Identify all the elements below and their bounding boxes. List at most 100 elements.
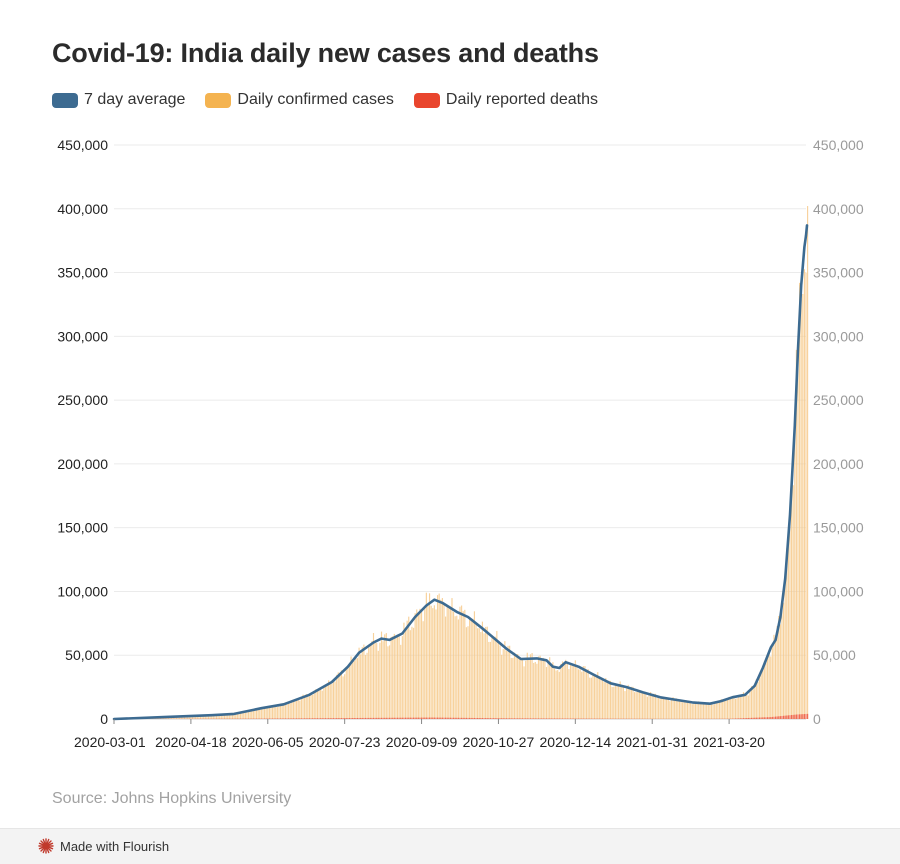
daily-cases-bar (592, 674, 593, 719)
daily-cases-bar (629, 689, 630, 719)
daily-cases-bar (315, 689, 316, 719)
daily-deaths-bar (290, 718, 291, 719)
daily-cases-bar (767, 655, 768, 719)
x-tick-label: 2020-06-05 (232, 734, 304, 750)
daily-deaths-bar (523, 718, 524, 719)
daily-deaths-bar (551, 718, 552, 719)
daily-cases-bar (685, 700, 686, 719)
daily-cases-bar (615, 684, 616, 719)
daily-deaths-bar (301, 718, 302, 719)
daily-cases-bar (459, 607, 460, 719)
daily-cases-bar (243, 712, 244, 719)
daily-cases-bar (338, 672, 339, 719)
daily-cases-bar (591, 678, 592, 719)
daily-cases-bar (668, 699, 669, 719)
daily-cases-bar (256, 710, 257, 719)
daily-deaths-bar (427, 718, 428, 719)
daily-cases-bar (640, 690, 641, 719)
y-tick-label-left: 300,000 (57, 328, 108, 344)
daily-cases-bar (572, 665, 573, 719)
y-tick-label-left: 450,000 (57, 137, 108, 153)
daily-cases-bar (423, 621, 424, 719)
y-tick-label-right: 200,000 (813, 456, 864, 472)
daily-cases-bar (378, 651, 379, 719)
daily-cases-bar (653, 694, 654, 719)
daily-cases-bar (528, 660, 529, 719)
daily-deaths-bar (405, 718, 406, 719)
daily-deaths-bar (399, 718, 400, 719)
daily-cases-bar (584, 666, 585, 719)
daily-cases-bar (559, 672, 560, 719)
daily-cases-bar (647, 697, 648, 719)
daily-cases-bar (789, 509, 790, 719)
daily-cases-bar (269, 706, 270, 719)
daily-cases-bar (314, 691, 315, 719)
daily-cases-bar (357, 658, 358, 719)
daily-cases-bar (487, 627, 488, 719)
daily-deaths-bar (527, 718, 528, 719)
daily-cases-bar (613, 687, 614, 719)
daily-cases-bar (580, 669, 581, 719)
daily-deaths-bar (328, 718, 329, 719)
daily-deaths-bar (352, 718, 353, 719)
daily-cases-bar (509, 646, 510, 719)
daily-cases-bar (567, 662, 568, 719)
daily-cases-bar (342, 676, 343, 719)
daily-cases-bar (301, 698, 302, 719)
daily-cases-bar (312, 695, 313, 719)
daily-deaths-bar (355, 718, 356, 719)
daily-deaths-bar (764, 717, 765, 719)
daily-cases-bar (549, 657, 550, 719)
daily-cases-bar (607, 683, 608, 719)
daily-deaths-bar (437, 718, 438, 719)
daily-cases-bar (451, 598, 452, 719)
y-tick-label-right: 150,000 (813, 520, 864, 536)
daily-cases-bar (371, 641, 372, 719)
daily-cases-bar (748, 695, 749, 719)
daily-deaths-bar (336, 718, 337, 719)
daily-cases-bar (405, 631, 406, 719)
daily-cases-bar (384, 634, 385, 719)
daily-cases-bar (648, 695, 649, 719)
daily-deaths-bar (334, 718, 335, 719)
daily-deaths-bar (360, 718, 361, 719)
daily-cases-bar (660, 699, 661, 719)
daily-cases-bar (717, 702, 718, 719)
daily-deaths-bar (376, 718, 377, 719)
daily-deaths-bar (536, 718, 537, 719)
daily-deaths-bar (557, 718, 558, 719)
daily-cases-bar (780, 624, 781, 719)
daily-cases-bar (581, 672, 582, 719)
daily-deaths-bar (408, 718, 409, 719)
daily-cases-bar (791, 486, 792, 719)
daily-cases-bar (394, 634, 395, 719)
daily-cases-bar (334, 682, 335, 719)
daily-cases-bar (253, 710, 254, 719)
daily-deaths-bar (314, 718, 315, 719)
daily-cases-bar (290, 703, 291, 719)
daily-cases-bar (318, 688, 319, 719)
daily-deaths-bar (467, 718, 468, 719)
daily-cases-bar (429, 593, 430, 719)
daily-cases-bar (783, 603, 784, 719)
daily-cases-bar (419, 609, 420, 719)
daily-deaths-bar (517, 718, 518, 719)
daily-cases-bar (379, 643, 380, 719)
daily-deaths-bar (381, 718, 382, 719)
daily-cases-bar (493, 637, 494, 719)
y-tick-label-right: 300,000 (813, 328, 864, 344)
daily-deaths-bar (759, 718, 760, 719)
daily-cases-bar (391, 637, 392, 719)
made-with-flourish-link[interactable]: Made with Flourish (38, 838, 169, 854)
daily-cases-bar (666, 698, 667, 719)
daily-cases-bar (512, 658, 513, 719)
daily-cases-bar (402, 636, 403, 719)
daily-cases-bar (745, 695, 746, 719)
daily-cases-bar (466, 627, 467, 719)
daily-deaths-bar (556, 718, 557, 719)
daily-deaths-bar (368, 718, 369, 719)
daily-cases-bar (434, 605, 435, 719)
daily-cases-bar (333, 682, 334, 719)
daily-cases-bar (325, 686, 326, 719)
